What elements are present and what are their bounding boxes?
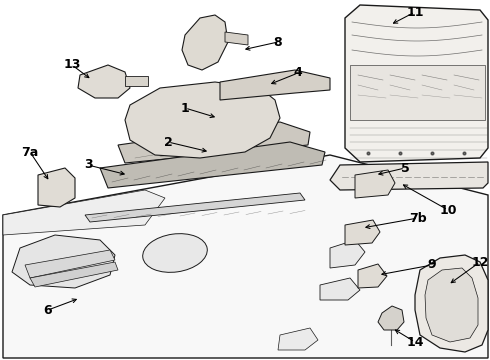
Polygon shape <box>118 122 310 163</box>
Polygon shape <box>3 190 165 235</box>
Text: 12: 12 <box>471 256 489 269</box>
Text: 11: 11 <box>406 5 424 18</box>
Text: 7b: 7b <box>409 211 427 225</box>
Polygon shape <box>378 306 404 330</box>
Polygon shape <box>345 5 488 162</box>
Polygon shape <box>85 193 305 222</box>
Polygon shape <box>355 170 395 198</box>
Ellipse shape <box>143 234 207 273</box>
Text: 6: 6 <box>44 303 52 316</box>
Polygon shape <box>330 240 365 268</box>
Text: 8: 8 <box>274 36 282 49</box>
Polygon shape <box>330 162 488 190</box>
Text: 3: 3 <box>84 158 92 171</box>
Polygon shape <box>358 264 387 288</box>
Text: 2: 2 <box>164 135 172 148</box>
Polygon shape <box>3 155 488 358</box>
Polygon shape <box>100 142 325 188</box>
Polygon shape <box>125 76 148 86</box>
Text: 1: 1 <box>181 102 189 114</box>
Polygon shape <box>225 32 248 45</box>
Polygon shape <box>182 15 228 70</box>
Polygon shape <box>350 65 485 120</box>
Polygon shape <box>415 255 488 352</box>
Text: 9: 9 <box>428 258 436 271</box>
Polygon shape <box>278 328 318 350</box>
Polygon shape <box>345 220 380 245</box>
Text: 10: 10 <box>439 203 457 216</box>
Text: 5: 5 <box>401 162 409 175</box>
Text: 13: 13 <box>63 58 81 72</box>
Text: 14: 14 <box>406 336 424 348</box>
Polygon shape <box>425 268 478 342</box>
Polygon shape <box>220 70 330 100</box>
Polygon shape <box>38 168 75 207</box>
Polygon shape <box>320 278 360 300</box>
Polygon shape <box>78 65 130 98</box>
Polygon shape <box>125 82 280 158</box>
Text: 4: 4 <box>294 67 302 80</box>
Polygon shape <box>12 235 115 288</box>
Text: 7a: 7a <box>22 145 39 158</box>
Polygon shape <box>25 250 115 278</box>
Polygon shape <box>30 262 118 287</box>
